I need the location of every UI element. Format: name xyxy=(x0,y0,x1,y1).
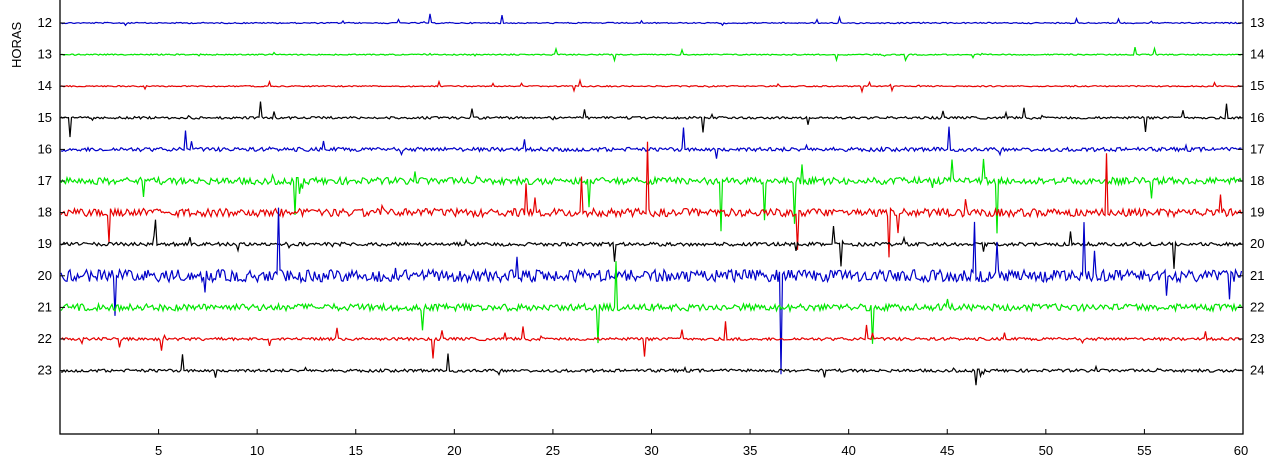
trace-hour-21 xyxy=(60,261,1242,344)
trace-hour-18 xyxy=(60,141,1243,258)
trace-hour-19 xyxy=(60,219,1242,269)
row-label-left: 23 xyxy=(38,363,52,378)
row-label-left: 13 xyxy=(38,47,52,62)
trace-hour-13 xyxy=(60,46,1242,63)
row-label-left: 20 xyxy=(38,268,52,283)
x-tick-label: 50 xyxy=(1039,443,1053,458)
row-label-left: 16 xyxy=(38,141,52,156)
row-label-right: 15 xyxy=(1250,78,1264,93)
row-label-right: 24 xyxy=(1250,363,1264,378)
row-label-left: 21 xyxy=(38,299,52,314)
y-axis-label: HORAS xyxy=(9,21,24,68)
trace-hour-14 xyxy=(60,78,1242,94)
traces-layer xyxy=(60,13,1243,386)
row-label-left: 14 xyxy=(38,78,52,93)
row-label-left: 12 xyxy=(38,15,52,30)
row-label-right: 20 xyxy=(1250,236,1264,251)
trace-hour-12 xyxy=(60,13,1242,27)
row-label-right: 17 xyxy=(1250,141,1264,156)
trace-hour-22 xyxy=(60,321,1242,359)
x-tick-label: 55 xyxy=(1137,443,1151,458)
trace-hour-20 xyxy=(60,207,1243,375)
trace-hour-16 xyxy=(60,126,1242,159)
x-tick-label: 25 xyxy=(546,443,560,458)
x-tick-label: 30 xyxy=(644,443,658,458)
row-label-left: 18 xyxy=(38,205,52,220)
trace-hour-15 xyxy=(60,101,1242,138)
x-tick-label: 15 xyxy=(349,443,363,458)
row-label-left: 15 xyxy=(38,110,52,125)
axes-frame xyxy=(59,0,1244,435)
ticks-layer: 12 13 13 14 14 15 15 16 16 17 17 18 18 19 19 20 20 21 21 22… xyxy=(38,15,1265,458)
x-tick-label: 20 xyxy=(447,443,461,458)
x-tick-label: 5 xyxy=(155,443,162,458)
row-label-left: 17 xyxy=(38,173,52,188)
x-tick-label: 10 xyxy=(250,443,264,458)
trace-hour-23 xyxy=(61,353,1242,386)
row-label-left: 22 xyxy=(38,331,52,346)
row-label-left: 19 xyxy=(38,236,52,251)
row-label-right: 16 xyxy=(1250,110,1264,125)
x-tick-label: 45 xyxy=(940,443,954,458)
x-tick-label: 60 xyxy=(1234,443,1248,458)
x-tick-label: 35 xyxy=(743,443,757,458)
row-label-right: 13 xyxy=(1250,15,1264,30)
x-tick-label: 40 xyxy=(841,443,855,458)
row-label-right: 14 xyxy=(1250,47,1264,62)
row-label-right: 19 xyxy=(1250,205,1264,220)
trace-hour-17 xyxy=(60,158,1243,234)
row-label-right: 22 xyxy=(1250,299,1264,314)
row-label-right: 23 xyxy=(1250,331,1264,346)
row-label-right: 18 xyxy=(1250,173,1264,188)
row-label-right: 21 xyxy=(1250,268,1264,283)
